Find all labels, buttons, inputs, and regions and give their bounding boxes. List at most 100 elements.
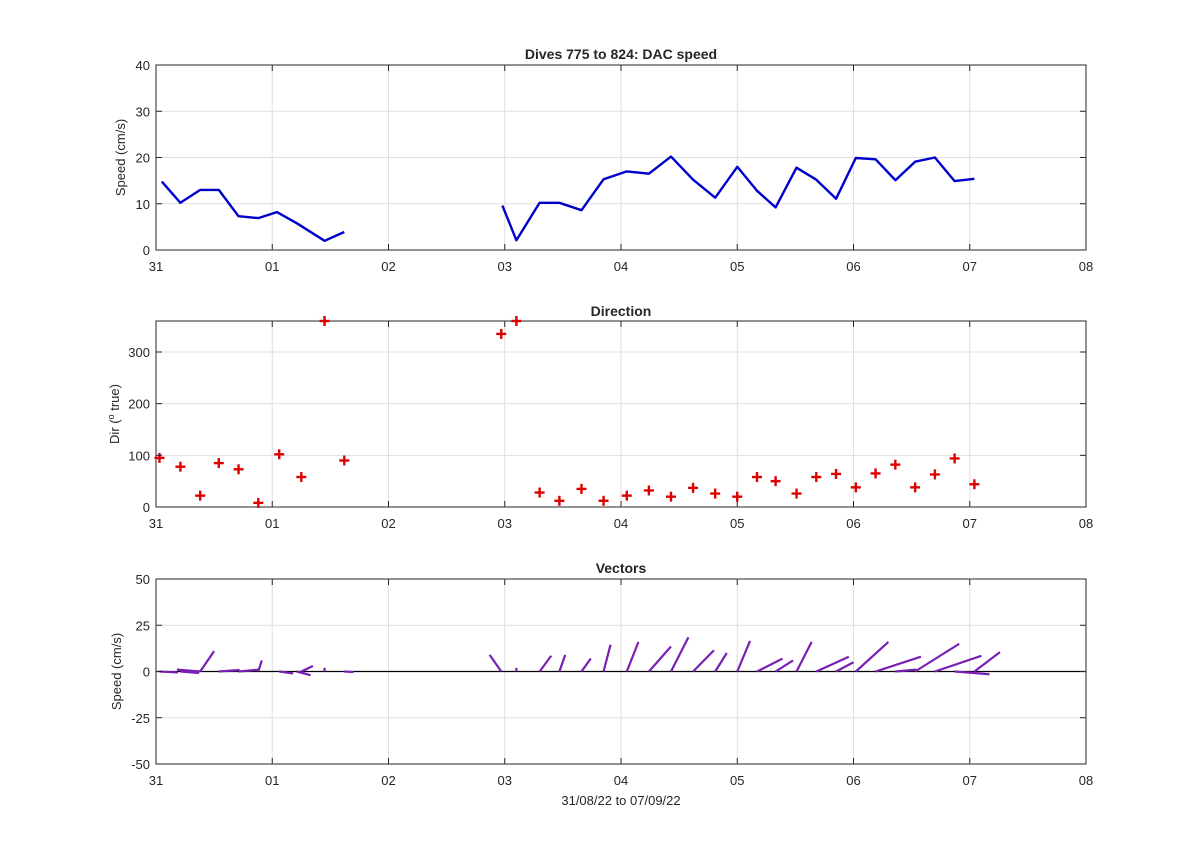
vectors-ytick-label: 25 [136, 618, 150, 633]
direction-marker [621, 490, 632, 501]
vector-stick [934, 654, 982, 673]
direction-ytick-label: 100 [128, 448, 150, 463]
direction-y-ticks: 0 100 200 300 [128, 345, 1086, 515]
vector-stick [775, 659, 794, 673]
vector-stick [558, 654, 567, 672]
direction-marker [929, 469, 940, 480]
direction-ylabel-prefix: Dir ( [107, 419, 122, 444]
vectors-x-axis-label: 31/08/22 to 07/09/22 [561, 793, 680, 808]
vectors-xtick-label: 07 [963, 773, 977, 788]
direction-xtick-label: 31 [149, 516, 163, 531]
vectors-xtick-label: 03 [498, 773, 512, 788]
direction-marker [598, 495, 609, 506]
speed-ytick-label: 20 [136, 151, 150, 166]
direction-x-ticks: 31 01 02 03 04 05 06 07 08 [149, 321, 1093, 531]
direction-marker [554, 495, 565, 506]
speed-series [160, 155, 975, 243]
vector-stick [176, 668, 201, 673]
direction-marker [969, 479, 980, 490]
direction-marker [175, 461, 186, 472]
vector-stick [180, 670, 200, 675]
vector-stick [300, 664, 314, 673]
vectors-ytick-label: -25 [131, 711, 150, 726]
vectors-chart-title: Vectors [596, 560, 647, 576]
direction-xtick-label: 01 [265, 516, 279, 531]
vectors-xtick-label: 08 [1079, 773, 1093, 788]
vector-stick [795, 641, 813, 673]
vector-stick [815, 655, 850, 673]
direction-marker [870, 468, 881, 479]
speed-xtick-label: 01 [265, 259, 279, 274]
speed-xtick-label: 04 [614, 259, 628, 274]
speed-y-ticks: 0 10 20 30 40 [136, 58, 1086, 258]
speed-xtick-label: 31 [149, 259, 163, 274]
direction-ylabel-suffix: true) [107, 384, 122, 414]
direction-marker [688, 482, 699, 493]
speed-x-ticks: 31 01 02 03 04 05 06 07 08 [149, 65, 1093, 274]
direction-xtick-label: 06 [846, 516, 860, 531]
vectors-x-ticks: 31 01 02 03 04 05 06 07 08 [149, 579, 1093, 788]
direction-ylabel-degree: o [106, 414, 116, 419]
vector-stick [344, 670, 354, 674]
direction-y-axis-label: Dir (o true) [106, 384, 122, 444]
direction-marker [319, 316, 330, 326]
vectors-sticks [159, 636, 1001, 677]
direction-marker [850, 482, 861, 493]
direction-grid [156, 321, 1086, 507]
vectors-xtick-label: 01 [265, 773, 279, 788]
direction-marker [910, 482, 921, 493]
vector-stick [736, 640, 752, 672]
direction-marker [195, 490, 206, 501]
direction-marker [576, 483, 587, 494]
vector-stick [648, 645, 672, 673]
speed-xtick-label: 05 [730, 259, 744, 274]
direction-xtick-label: 04 [614, 516, 628, 531]
direction-marker [154, 452, 165, 463]
vector-stick [670, 636, 690, 672]
direction-marker [770, 476, 781, 487]
speed-chart-title: Dives 775 to 824: DAC speed [525, 46, 717, 62]
speed-ytick-label: 40 [136, 58, 150, 73]
vectors-xtick-label: 05 [730, 773, 744, 788]
speed-xtick-label: 08 [1079, 259, 1093, 274]
speed-ytick-label: 10 [136, 197, 150, 212]
direction-marker [890, 459, 901, 470]
direction-marker [710, 488, 721, 499]
direction-marker [534, 487, 545, 498]
vector-stick [199, 650, 216, 673]
vectors-panel: 31 01 02 03 04 05 06 07 08 -50 -25 0 25 50 Vectors S… [109, 560, 1093, 808]
direction-marker [791, 488, 802, 499]
direction-marker [811, 472, 822, 483]
vector-stick [875, 655, 922, 673]
vector-stick [855, 641, 890, 673]
speed-line-segment-0 [160, 180, 345, 243]
vector-stick [914, 642, 960, 673]
direction-ytick-label: 300 [128, 345, 150, 360]
vector-stick [218, 668, 240, 673]
speed-panel: 31 01 02 03 04 05 06 07 08 0 10 20 30 40 Dives 775 t… [113, 46, 1093, 274]
vector-stick [714, 652, 728, 673]
direction-marker [949, 453, 960, 464]
speed-xtick-label: 06 [846, 259, 860, 274]
direction-marker [496, 328, 507, 339]
vector-stick [692, 649, 715, 673]
vector-stick [580, 657, 592, 673]
direction-marker [752, 472, 763, 483]
vectors-xtick-label: 04 [614, 773, 628, 788]
speed-xtick-label: 03 [498, 259, 512, 274]
direction-xtick-label: 07 [963, 516, 977, 531]
direction-marker [274, 449, 285, 460]
speed-line-segment-1 [501, 155, 975, 242]
vector-stick [895, 668, 917, 673]
direction-marker [253, 497, 264, 508]
vectors-ytick-label: 0 [143, 665, 150, 680]
vectors-y-ticks: -50 -25 0 25 50 [131, 572, 1086, 772]
vector-stick [159, 670, 179, 674]
vectors-ytick-label: -50 [131, 757, 150, 772]
vector-stick [488, 654, 503, 673]
direction-ytick-label: 200 [128, 397, 150, 412]
vectors-xtick-label: 31 [149, 773, 163, 788]
direction-marker [831, 468, 842, 479]
direction-marker [511, 316, 522, 326]
